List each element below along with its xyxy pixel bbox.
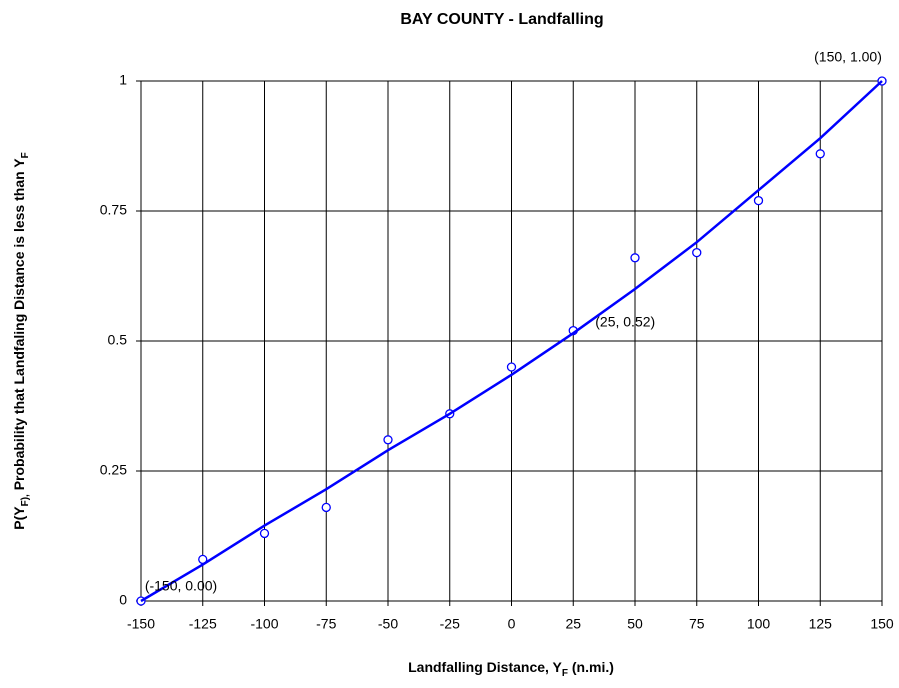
axis-label-part: P(Y bbox=[11, 506, 27, 530]
x-tick-label: 50 bbox=[627, 616, 643, 632]
y-tick-label: 0.25 bbox=[100, 462, 127, 478]
annotation: (-150, 0.00) bbox=[145, 578, 217, 594]
x-tick-label: 100 bbox=[747, 616, 771, 632]
annotation: (150, 1.00) bbox=[814, 49, 882, 65]
x-tick-label: -125 bbox=[189, 616, 217, 632]
data-point bbox=[506, 362, 517, 372]
x-tick-label: -75 bbox=[316, 616, 336, 632]
x-tick-label: -150 bbox=[127, 616, 155, 632]
x-tick-label: 150 bbox=[870, 616, 894, 632]
annotation: (25, 0.52) bbox=[595, 313, 655, 329]
y-tick-label: 0.5 bbox=[108, 332, 128, 348]
x-tick-label: 0 bbox=[508, 616, 516, 632]
axis-label-part: Probability that Landfaling Distance is … bbox=[11, 158, 27, 494]
data-point bbox=[692, 247, 702, 258]
axis-label-part: (n.mi.) bbox=[568, 659, 614, 675]
data-point bbox=[259, 528, 270, 539]
axis-label-part: F bbox=[20, 152, 31, 158]
data-point bbox=[321, 502, 331, 513]
data-point bbox=[815, 149, 825, 159]
data-point bbox=[753, 195, 764, 206]
plot-border bbox=[140, 80, 883, 602]
fit-line bbox=[140, 80, 883, 603]
axis-label-part: Landfalling Distance, Y bbox=[408, 659, 562, 675]
y-tick-label: 0.75 bbox=[100, 202, 127, 218]
x-tick-label: -50 bbox=[378, 616, 398, 632]
y-tick-label: 1 bbox=[119, 72, 127, 88]
y-axis-label: P(YF), Probability that Landfaling Dista… bbox=[11, 152, 31, 530]
axis-label-part: F), bbox=[20, 494, 31, 506]
data-point bbox=[383, 435, 393, 445]
axis-label-part: F bbox=[562, 668, 568, 679]
x-tick-label: 75 bbox=[689, 616, 705, 632]
x-tick-label: 125 bbox=[809, 616, 833, 632]
x-tick-label: 25 bbox=[565, 616, 581, 632]
x-axis-label: Landfalling Distance, YF (n.mi.) bbox=[408, 659, 614, 679]
y-tick-label: 0 bbox=[119, 592, 127, 608]
chart-title: BAY COUNTY - Landfalling bbox=[400, 11, 603, 28]
data-point bbox=[630, 253, 640, 263]
x-tick-label: -100 bbox=[250, 616, 278, 632]
x-tick-label: -25 bbox=[440, 616, 460, 632]
